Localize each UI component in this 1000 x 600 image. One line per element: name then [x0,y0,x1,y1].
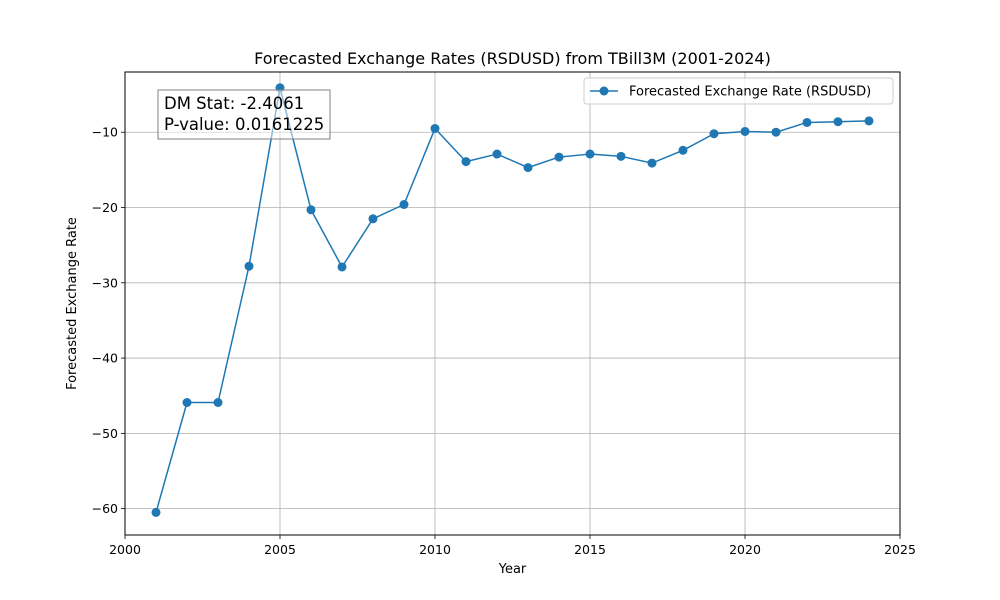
data-point [833,117,843,127]
legend: Forecasted Exchange Rate (RSDUSD) [583,77,894,105]
x-tick-label: 2025 [884,542,916,557]
data-point [802,117,812,127]
data-point [399,200,409,210]
data-point [585,149,595,159]
data-point [616,151,626,161]
legend-marker-swatch [599,86,609,96]
data-point [182,397,192,407]
data-point [306,205,316,215]
data-point [740,126,750,136]
plot-area-frame [124,71,901,536]
data-point [461,157,471,167]
x-tick-label: 2010 [419,542,451,557]
legend-label: Forecasted Exchange Rate (RSDUSD) [629,85,871,100]
p-value-text: P-value: 0.0161225 [164,115,324,134]
y-tick-label: −20 [92,200,118,215]
x-tick-label: 2020 [729,542,761,557]
chart-title: Forecasted Exchange Rates (RSDUSD) from … [254,49,771,68]
y-tick-label: −50 [92,426,118,441]
data-point [244,261,254,271]
dm-stat-text: DM Stat: -2.4061 [164,94,304,113]
data-point [647,158,657,168]
data-point [213,397,223,407]
y-tick-label: −40 [92,351,118,366]
data-point [151,507,161,517]
x-axis-ticks: 2000 2005 2010 2015 2020 2025 [109,535,916,557]
y-tick-label: −30 [92,275,118,290]
data-point [430,123,440,133]
data-point [523,163,533,173]
series-layer [151,83,874,517]
data-point [709,129,719,139]
x-tick-label: 2005 [264,542,296,557]
x-tick-label: 2000 [109,542,141,557]
data-point [554,152,564,162]
data-point [771,127,781,137]
y-tick-label: −10 [92,125,118,140]
data-point [864,116,874,126]
data-point [678,145,688,155]
dm-stat-annotation-box: DM Stat: -2.4061 P-value: 0.0161225 [157,89,331,140]
y-tick-label: −60 [92,501,118,516]
y-axis-ticks: −60 −50 −40 −30 −20 −10 [92,125,125,516]
series-line [155,87,870,513]
x-tick-label: 2015 [574,542,606,557]
x-axis-title: Year [498,562,527,577]
data-point [368,214,378,224]
data-point [492,149,502,159]
y-axis-title: Forecasted Exchange Rate [65,217,80,390]
data-point [337,262,347,272]
